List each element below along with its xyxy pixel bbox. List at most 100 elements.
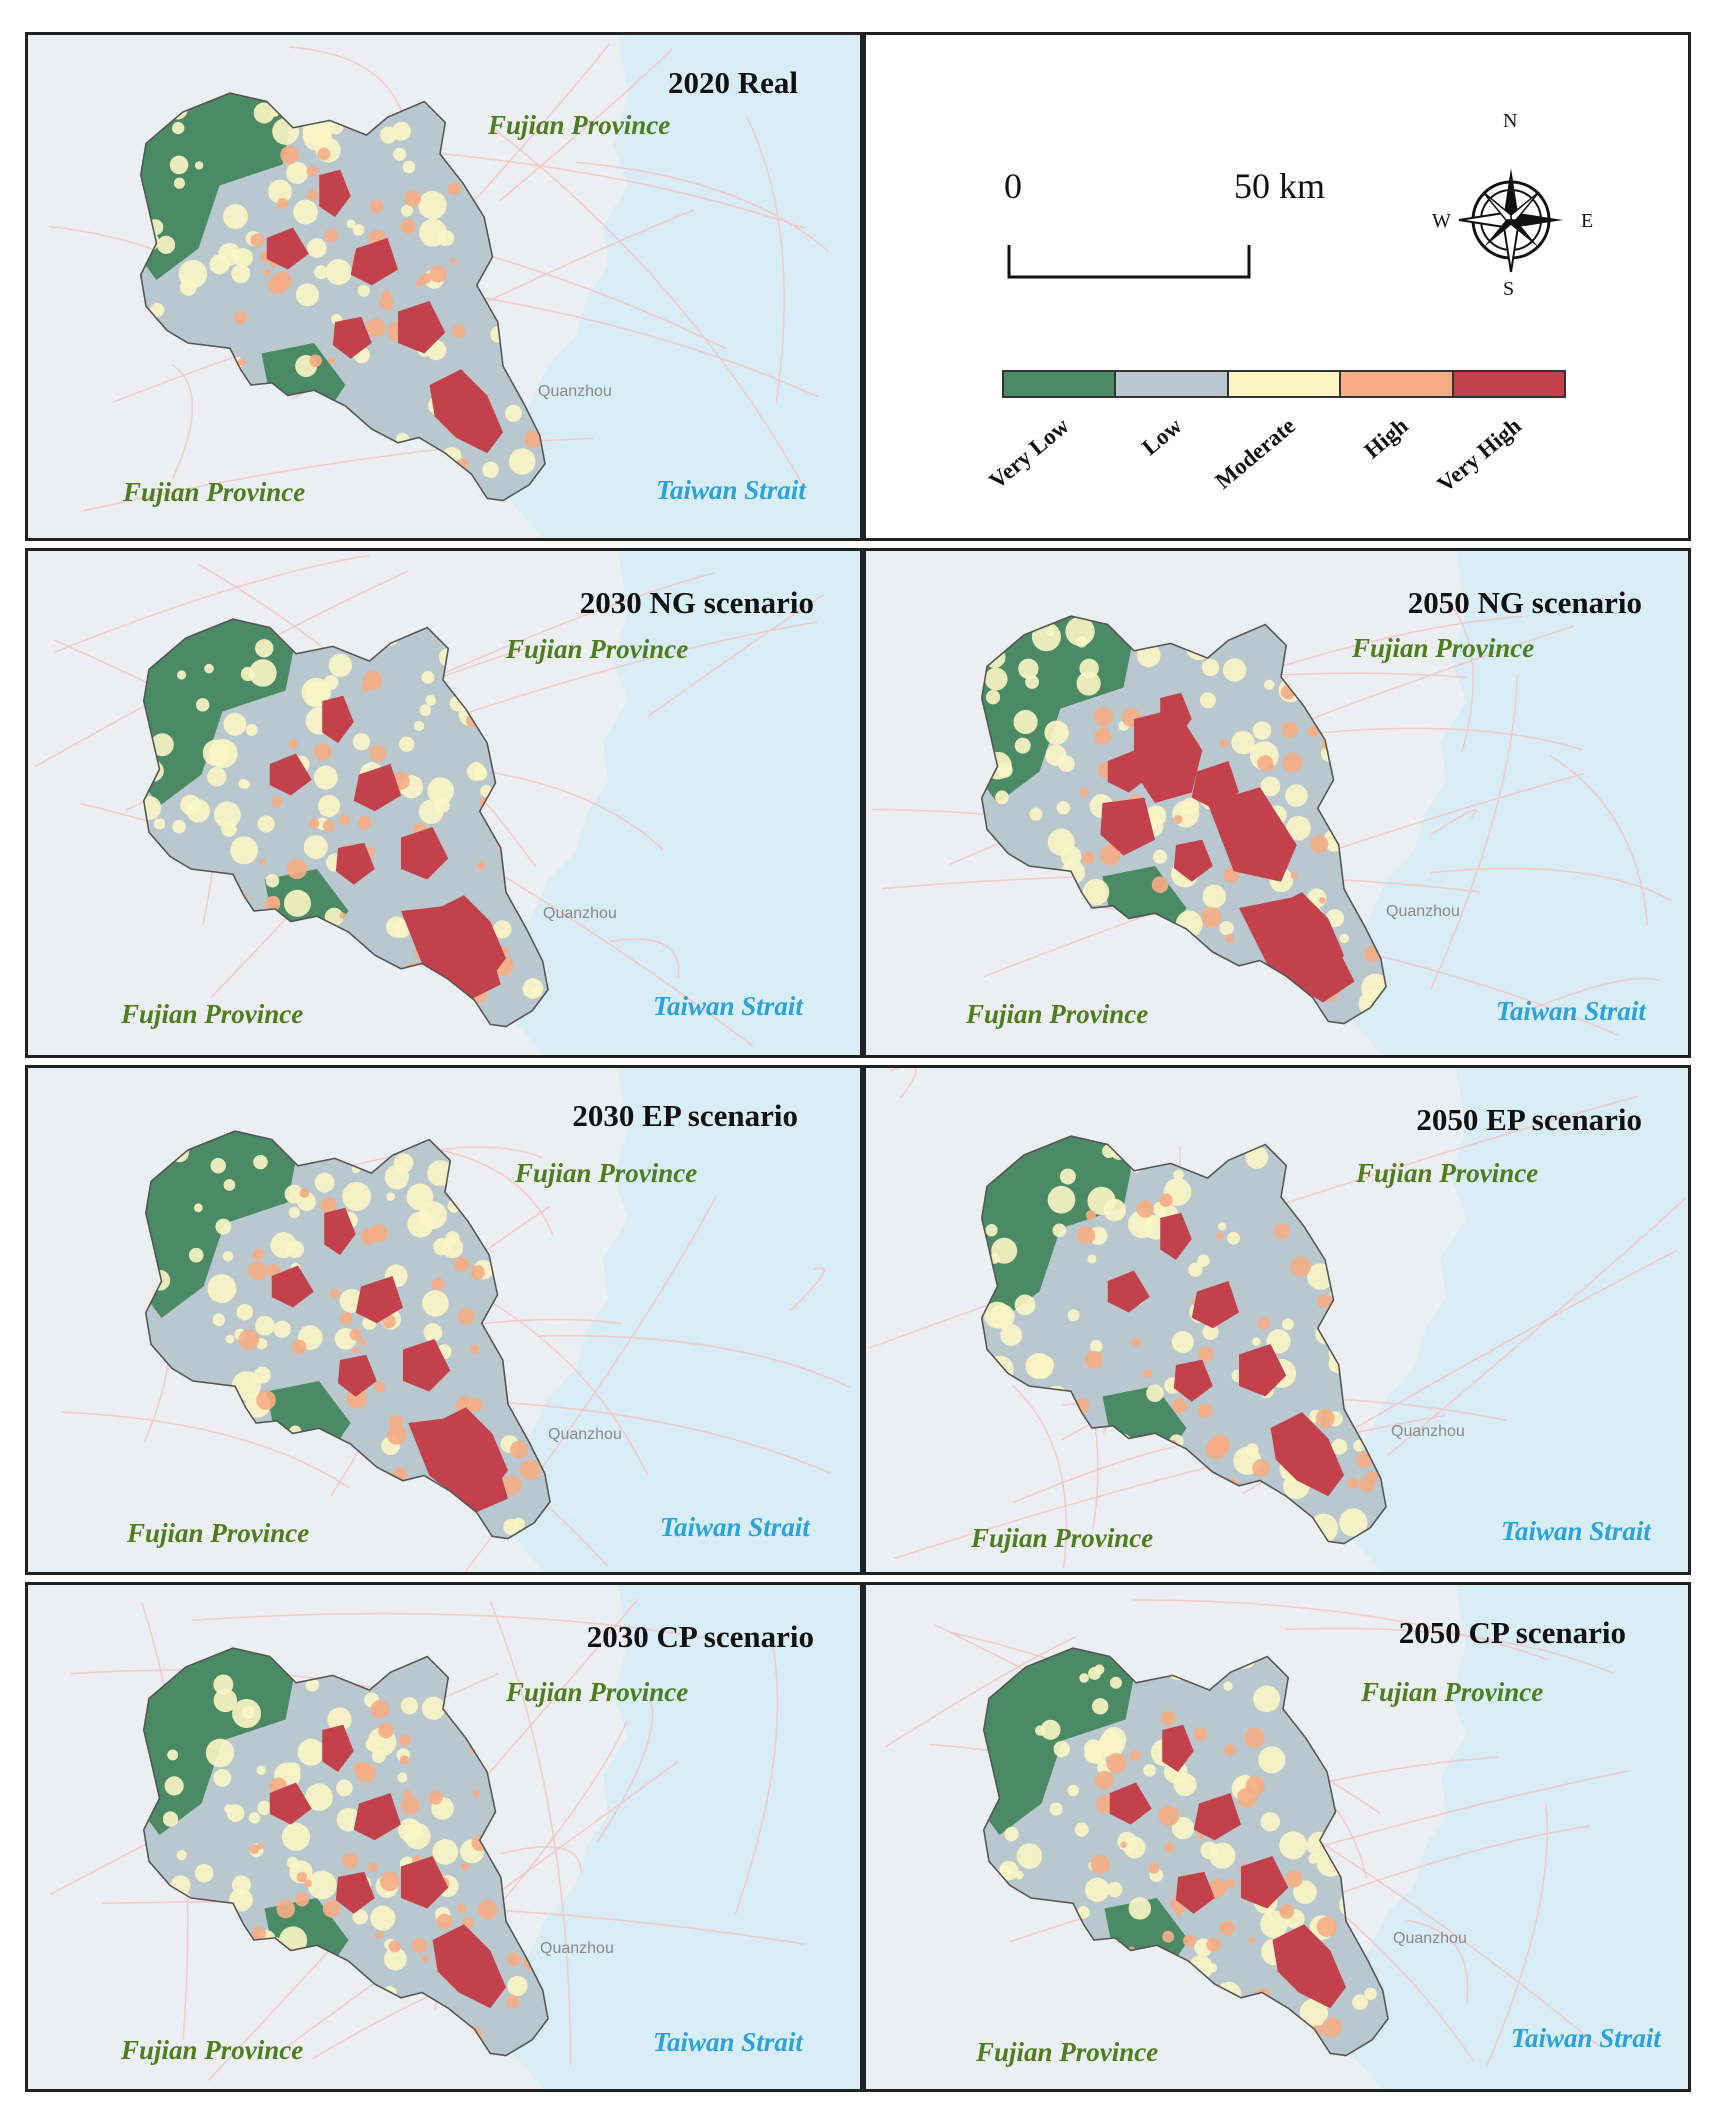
risk-class-very-high	[408, 1417, 508, 1513]
risk-class-moderate	[162, 1811, 179, 1827]
risk-class-moderate	[1146, 1384, 1164, 1403]
risk-class-moderate	[1089, 1340, 1103, 1353]
risk-class-high	[1290, 872, 1298, 880]
risk-class-high	[1081, 851, 1095, 865]
sea-area	[1326, 1068, 1688, 1572]
risk-class-high	[339, 912, 346, 919]
road-line	[537, 1334, 850, 1388]
risk-class-moderate	[370, 1905, 396, 1931]
risk-class-high	[303, 1879, 312, 1888]
risk-class-high	[368, 1862, 378, 1873]
risk-class-moderate	[425, 694, 437, 706]
risk-class-high	[1317, 1294, 1332, 1309]
risk-class-moderate	[418, 190, 447, 220]
province-label: Fujian Province	[1352, 633, 1535, 663]
risk-class-moderate	[1171, 1817, 1195, 1840]
city-label: Quanzhou	[543, 905, 617, 922]
risk-class-moderate	[1082, 878, 1110, 906]
risk-class-moderate	[1084, 1739, 1103, 1758]
sea-label: Taiwan Strait	[1496, 996, 1646, 1026]
sea-label: Taiwan Strait	[653, 2027, 803, 2057]
risk-class-high	[360, 682, 370, 692]
risk-class-moderate	[225, 1334, 235, 1344]
risk-class-high	[355, 1762, 376, 1783]
province-label: Fujian Province	[506, 634, 689, 664]
compass-e-label: E	[1581, 210, 1594, 232]
road-line	[1510, 977, 1661, 1019]
risk-map	[28, 551, 860, 1055]
study-region	[980, 615, 1387, 1025]
risk-class-moderate	[268, 179, 292, 204]
risk-class-high	[399, 1734, 411, 1747]
risk-class-very-high	[1109, 1782, 1152, 1825]
risk-class-high	[1321, 2017, 1342, 2038]
risk-class-moderate	[1201, 658, 1220, 677]
risk-class-moderate	[1173, 1169, 1184, 1181]
road-line	[54, 554, 370, 653]
road-line	[489, 1600, 572, 2066]
risk-class-moderate	[248, 1812, 261, 1824]
risk-class-moderate	[1018, 658, 1039, 679]
risk-class-moderate	[386, 1192, 395, 1201]
risk-class-high	[1216, 1232, 1224, 1240]
risk-class-moderate	[1029, 807, 1043, 821]
risk-class-high	[1219, 1920, 1235, 1936]
risk-class-moderate	[257, 1800, 272, 1816]
risk-class-high	[1099, 844, 1121, 866]
road-line	[646, 594, 825, 718]
risk-class-moderate	[1053, 1740, 1070, 1758]
risk-class-high	[249, 1844, 260, 1854]
risk-class-moderate	[249, 659, 277, 687]
region-boundary	[980, 1135, 1387, 1545]
road-line	[490, 125, 809, 494]
risk-class-moderate	[205, 1738, 235, 1768]
risk-class-moderate	[297, 1738, 325, 1766]
risk-class-high	[1266, 763, 1275, 771]
risk-class-high	[1171, 1398, 1188, 1414]
risk-class-moderate	[413, 720, 425, 731]
risk-class-moderate	[1260, 1910, 1288, 1939]
risk-class-moderate	[1025, 1352, 1052, 1379]
province-label: Fujian Province	[506, 1677, 689, 1707]
risk-class-high	[359, 1338, 367, 1346]
risk-class-high	[296, 1871, 308, 1883]
risk-class-high	[238, 1329, 260, 1351]
risk-class-moderate	[1127, 1210, 1157, 1239]
risk-class-moderate	[1253, 1685, 1281, 1713]
risk-class-moderate	[238, 778, 249, 789]
risk-class-moderate	[164, 1776, 184, 1796]
risk-class-moderate	[1117, 1831, 1137, 1852]
region-boundary	[139, 92, 546, 502]
risk-class-moderate	[1258, 1746, 1286, 1774]
risk-class-moderate	[253, 1366, 271, 1384]
panel-title: 2030 CP scenario	[586, 1619, 814, 1654]
province-label: Fujian Province	[121, 999, 304, 1029]
risk-class-moderate	[1285, 784, 1308, 807]
risk-class-moderate	[286, 1240, 304, 1259]
risk-class-moderate	[984, 1301, 1011, 1329]
risk-class-moderate	[1145, 805, 1167, 827]
risk-class-moderate	[1352, 1994, 1368, 2010]
risk-class-high	[352, 1347, 360, 1355]
risk-class-high	[421, 1955, 429, 1963]
risk-class-moderate	[286, 161, 309, 185]
province-label: Fujian Province	[121, 2035, 304, 2065]
risk-class-moderate	[1087, 1254, 1097, 1264]
compass-n-label: N	[1503, 110, 1518, 132]
road-line	[790, 1267, 825, 1311]
risk-class-moderate	[1047, 828, 1075, 856]
risk-class-high	[1090, 1854, 1110, 1875]
risk-class-very-low	[145, 1131, 298, 1318]
risk-class-moderate	[386, 916, 408, 938]
road-line	[487, 1720, 628, 1919]
risk-class-moderate	[194, 1863, 214, 1883]
risk-class-moderate	[215, 1218, 232, 1235]
risk-class-high	[313, 743, 332, 761]
risk-class-moderate	[507, 1975, 528, 1997]
risk-class-high	[234, 311, 248, 325]
risk-class-very-high	[324, 1207, 356, 1255]
risk-class-moderate	[1143, 1763, 1156, 1777]
risk-class-high	[369, 745, 387, 762]
risk-class-high	[501, 1475, 522, 1496]
risk-class-moderate	[1013, 709, 1038, 735]
